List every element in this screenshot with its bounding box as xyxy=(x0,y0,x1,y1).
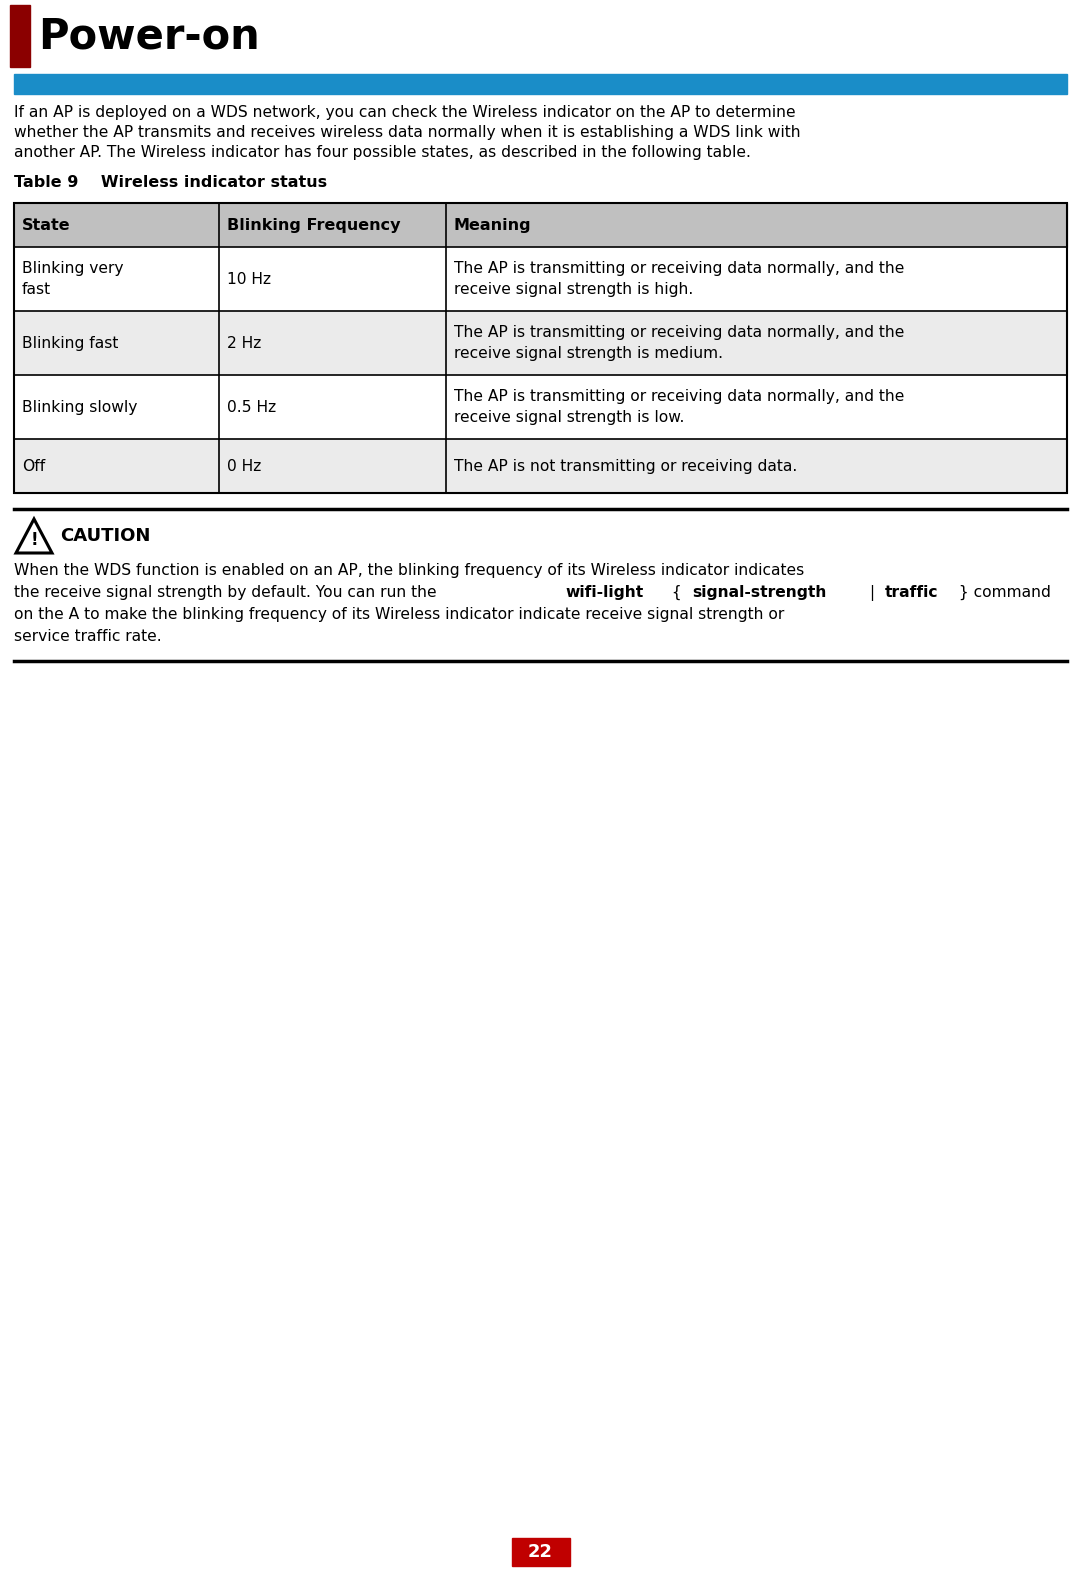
Bar xyxy=(14,438,1067,492)
Text: Off: Off xyxy=(22,459,45,473)
Text: 0 Hz: 0 Hz xyxy=(227,459,262,473)
Text: When the WDS function is enabled on an AP, the blinking frequency of its Wireles: When the WDS function is enabled on an A… xyxy=(14,564,804,578)
Bar xyxy=(511,1539,570,1566)
Text: Blinking very
fast: Blinking very fast xyxy=(22,261,123,296)
Text: whether the AP transmits and receives wireless data normally when it is establis: whether the AP transmits and receives wi… xyxy=(14,125,801,139)
Text: Blinking Frequency: Blinking Frequency xyxy=(227,217,401,233)
Text: 10 Hz: 10 Hz xyxy=(227,272,271,287)
Text: The AP is transmitting or receiving data normally, and the
receive signal streng: The AP is transmitting or receiving data… xyxy=(454,261,904,296)
Bar xyxy=(14,310,1067,375)
Bar xyxy=(14,203,1067,492)
Bar xyxy=(14,74,1067,93)
Text: service traffic rate.: service traffic rate. xyxy=(14,628,162,644)
Bar xyxy=(14,375,1067,438)
Text: {: { xyxy=(667,586,686,600)
Text: traffic: traffic xyxy=(884,586,938,600)
Bar xyxy=(14,247,1067,310)
Bar xyxy=(14,203,1067,247)
Text: on the A to make the blinking frequency of its Wireless indicator indicate recei: on the A to make the blinking frequency … xyxy=(14,606,784,622)
Text: The AP is transmitting or receiving data normally, and the
receive signal streng: The AP is transmitting or receiving data… xyxy=(454,325,904,361)
Text: another AP. The Wireless indicator has four possible states, as described in the: another AP. The Wireless indicator has f… xyxy=(14,146,751,160)
Text: The AP is transmitting or receiving data normally, and the
receive signal streng: The AP is transmitting or receiving data… xyxy=(454,389,904,424)
Text: 2 Hz: 2 Hz xyxy=(227,336,262,350)
Text: the receive signal strength by default. You can run the: the receive signal strength by default. … xyxy=(14,586,441,600)
Text: !: ! xyxy=(30,530,38,549)
Text: } command: } command xyxy=(953,586,1051,600)
Text: 0.5 Hz: 0.5 Hz xyxy=(227,399,277,415)
Text: State: State xyxy=(22,217,70,233)
Bar xyxy=(10,5,30,66)
Text: 22: 22 xyxy=(528,1543,553,1561)
Text: Blinking fast: Blinking fast xyxy=(22,336,119,350)
Text: Power-on: Power-on xyxy=(38,14,259,57)
Text: signal-strength: signal-strength xyxy=(692,586,826,600)
Text: Table 9    Wireless indicator status: Table 9 Wireless indicator status xyxy=(14,176,328,190)
Text: Blinking slowly: Blinking slowly xyxy=(22,399,137,415)
Text: Meaning: Meaning xyxy=(454,217,532,233)
Text: |: | xyxy=(865,586,880,602)
Text: The AP is not transmitting or receiving data.: The AP is not transmitting or receiving … xyxy=(454,459,797,473)
Text: If an AP is deployed on a WDS network, you can check the Wireless indicator on t: If an AP is deployed on a WDS network, y… xyxy=(14,104,796,120)
Text: CAUTION: CAUTION xyxy=(61,527,150,545)
Text: wifi-light: wifi-light xyxy=(565,586,644,600)
